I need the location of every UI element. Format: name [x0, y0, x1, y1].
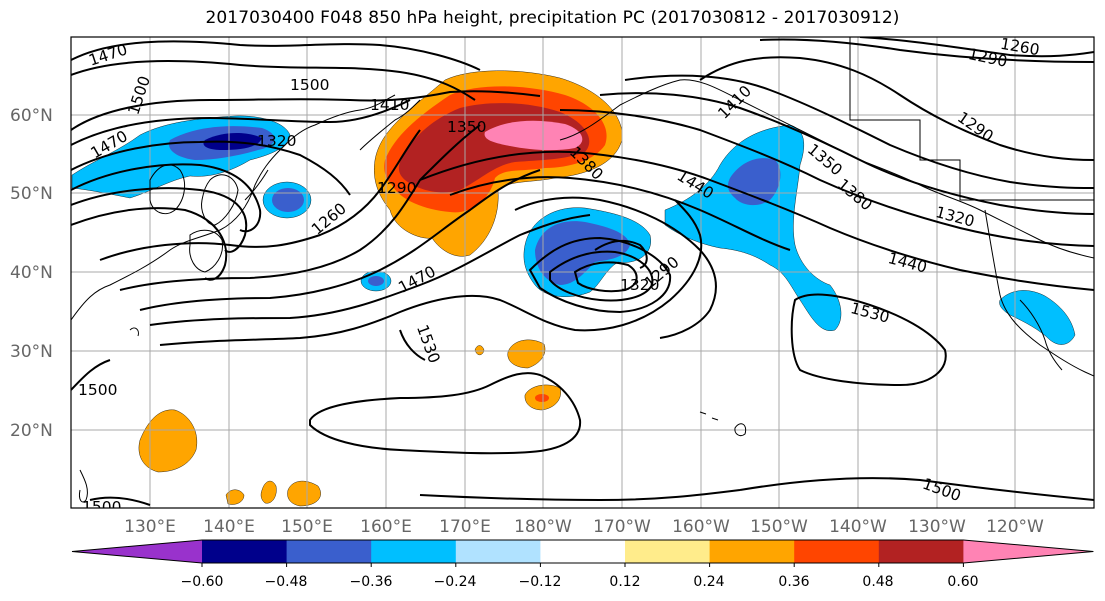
- contour-label: 1320: [620, 276, 659, 294]
- map-frame: [70, 36, 1095, 509]
- colorbar-tick-label: −0.48: [265, 574, 308, 590]
- lon-label: 140°W: [829, 517, 887, 537]
- lat-label: 60°N: [10, 106, 53, 126]
- precip-positive-core: [484, 120, 583, 151]
- contour-label: 1530: [849, 299, 892, 327]
- colorbar-segment: [794, 540, 880, 563]
- lon-label: 160°W: [672, 517, 730, 537]
- contour-label: 1440: [886, 249, 929, 277]
- lon-label: 150°E: [281, 517, 333, 537]
- precip-positive-area: [225, 489, 245, 505]
- contour-label: 1500: [78, 381, 117, 399]
- colorbar-segment: [371, 540, 457, 563]
- precip-positive-area: [507, 339, 546, 369]
- lon-label: 130°W: [908, 517, 966, 537]
- contour-label: 1350: [804, 140, 846, 179]
- lon-label: 140°E: [203, 517, 255, 537]
- colorbar-segment: [878, 540, 964, 563]
- contour-label: 1500: [920, 475, 963, 505]
- colorbar-tick-label: 0.48: [862, 574, 893, 590]
- precip-negative-core: [272, 188, 304, 212]
- lon-label: 170°W: [593, 517, 651, 537]
- colorbar-segment: [202, 540, 288, 563]
- height-contours: [71, 37, 1094, 506]
- latitude-labels: 60°N 50°N 40°N 30°N 20°N: [10, 106, 53, 441]
- colorbar: [71, 539, 1094, 567]
- lon-label: 150°W: [750, 517, 808, 537]
- colorbar-tick-label: −0.36: [350, 574, 393, 590]
- contour-label: 1290: [377, 179, 416, 197]
- contour-label: 1260: [308, 199, 350, 238]
- lon-label: 170°E: [439, 517, 491, 537]
- precip-negative-core: [535, 221, 630, 285]
- lon-label: 120°W: [986, 517, 1044, 537]
- colorbar-segment: [286, 540, 372, 563]
- contour-label: 1470: [395, 262, 438, 296]
- colorbar-extend-min: [72, 540, 202, 563]
- precip-negative-area: [664, 124, 842, 331]
- colorbar-tick-label: 0.24: [693, 574, 724, 590]
- precip-positive-area: [138, 409, 198, 473]
- contour-label: 1350: [447, 118, 486, 136]
- contour-label: 1260: [999, 35, 1041, 60]
- contour-label: 1500: [290, 76, 329, 94]
- colorbar-extend-max: [963, 540, 1094, 563]
- lat-label: 50°N: [10, 184, 53, 204]
- colorbar-tick-label: 0.60: [947, 574, 978, 590]
- lon-label: 130°E: [124, 517, 176, 537]
- lat-label: 30°N: [10, 342, 53, 362]
- lat-label: 40°N: [10, 263, 53, 283]
- colorbar-ticks: −0.60 −0.48 −0.36 −0.24 −0.12 0.12 0.24 …: [181, 574, 979, 590]
- precip-positive-area: [474, 345, 485, 356]
- colorbar-tick-label: 0.36: [778, 574, 809, 590]
- colorbar-tick-label: 0.12: [609, 574, 640, 590]
- contour-label: 1530: [413, 322, 443, 365]
- contour-label: 1500: [82, 498, 121, 516]
- contour-label: 1410: [370, 96, 409, 114]
- lat-label: 20°N: [10, 421, 53, 441]
- colorbar-tick-label: −0.12: [519, 574, 562, 590]
- colorbar-segment: [709, 540, 795, 563]
- colorbar-segment: [625, 540, 711, 563]
- lon-label: 180°W: [514, 517, 572, 537]
- colorbar-tick-label: −0.24: [434, 574, 477, 590]
- precip-positive-area: [260, 480, 277, 504]
- contour-label: 1320: [257, 132, 296, 150]
- precip-positive-area: [287, 480, 321, 507]
- colorbar-tick-label: −0.60: [181, 574, 224, 590]
- longitude-labels: 130°E 140°E 150°E 160°E 170°E 180°W 170°…: [124, 517, 1044, 537]
- graticule: [71, 37, 1094, 508]
- colorbar-segment: [455, 540, 541, 563]
- precip-shading: [71, 70, 1076, 507]
- contour-label: 1290: [954, 108, 997, 145]
- colorbar-segment: [540, 540, 626, 563]
- lon-label: 160°E: [360, 517, 412, 537]
- precip-negative-core: [368, 276, 384, 286]
- precip-positive-core: [535, 394, 549, 402]
- contour-label: 1380: [834, 175, 876, 214]
- map-title: 2017030400 F048 850 hPa height, precipit…: [205, 8, 900, 28]
